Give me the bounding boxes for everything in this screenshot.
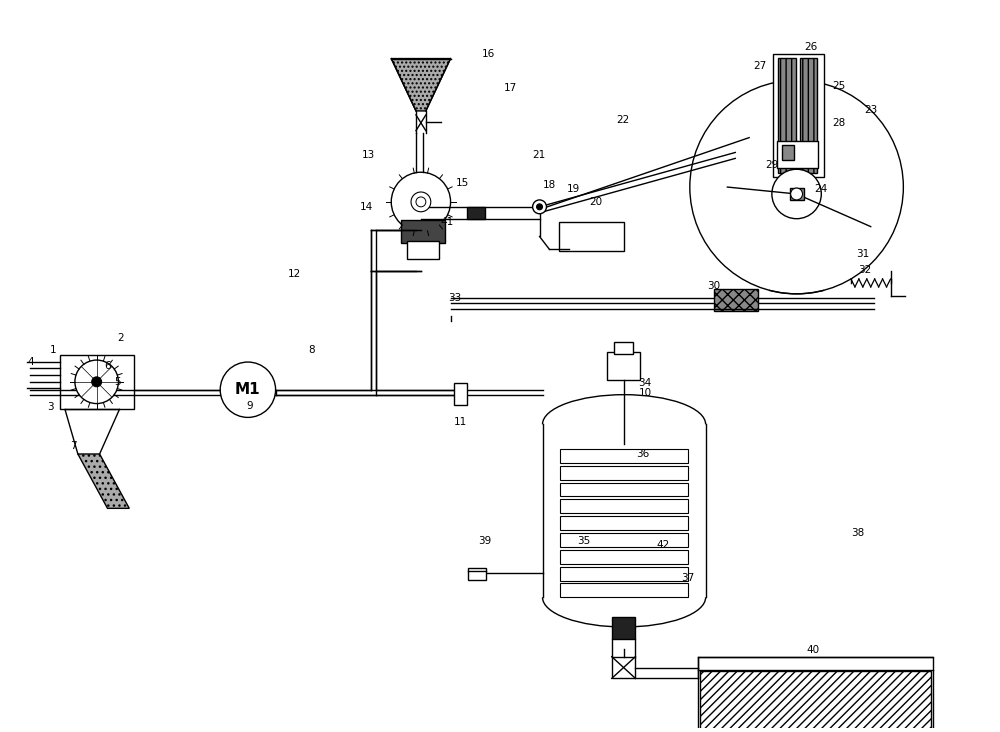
Bar [560,482,688,496]
Bar [560,550,688,564]
Bar [700,671,931,732]
Circle shape [92,377,102,386]
Text: 36: 36 [636,449,650,459]
Text: 13: 13 [362,150,375,160]
Bar [560,499,688,513]
Text: 3: 3 [47,403,54,412]
Bar [467,207,485,219]
Bar [790,188,804,200]
Text: 1: 1 [50,345,57,355]
Text: 35: 35 [577,536,590,546]
Text: 15: 15 [456,178,469,188]
Text: 40: 40 [806,645,820,654]
Text: 24: 24 [814,184,828,194]
Bar [612,617,635,639]
Bar [560,449,688,463]
Text: 16: 16 [482,48,495,59]
Text: 2: 2 [117,333,124,343]
Text: 21: 21 [533,150,546,160]
Text: 22: 22 [617,115,630,124]
Text: 11: 11 [454,417,467,427]
Text: 19: 19 [567,184,580,194]
Bar [560,567,688,580]
Text: 12: 12 [287,269,301,279]
Text: 14: 14 [360,202,373,212]
Text: 23: 23 [864,105,877,115]
Bar [454,383,467,405]
Text: 41: 41 [441,217,454,227]
Text: 25: 25 [832,81,845,92]
Text: 6: 6 [105,361,111,371]
Circle shape [75,360,118,403]
Text: 32: 32 [858,265,871,275]
Circle shape [220,362,276,417]
Text: 37: 37 [681,572,694,583]
Text: 38: 38 [851,528,864,538]
Text: 10: 10 [638,388,652,397]
Polygon shape [78,454,129,508]
Text: 29: 29 [765,160,778,171]
Bar [468,568,486,580]
Text: 34: 34 [638,378,652,388]
Bar [60,355,134,409]
Bar [782,144,794,160]
Bar [560,516,688,530]
Text: 42: 42 [656,540,669,550]
Text: 9: 9 [246,401,253,411]
Text: 28: 28 [832,118,845,128]
Bar [407,242,439,259]
Bar [800,58,817,173]
Text: 17: 17 [504,83,517,93]
Text: 31: 31 [856,249,869,259]
Polygon shape [391,59,451,111]
Text: 39: 39 [478,536,492,546]
Text: 30: 30 [708,281,721,291]
Text: 8: 8 [308,345,315,355]
Circle shape [791,188,803,200]
Bar [612,657,635,679]
Bar [560,583,688,597]
Circle shape [690,81,903,294]
Circle shape [772,169,821,219]
Bar [614,343,633,354]
Text: 5: 5 [114,377,121,386]
Bar [560,466,688,479]
Bar [698,657,933,732]
Text: 18: 18 [543,180,556,190]
Text: 33: 33 [449,293,462,303]
Bar [401,220,445,244]
Circle shape [537,204,543,210]
Text: M1: M1 [235,382,261,397]
Text: 20: 20 [589,197,602,207]
Bar [559,222,624,251]
Text: 4: 4 [27,357,34,367]
Circle shape [391,172,451,231]
Bar [560,533,688,547]
Bar [778,58,796,173]
Bar [773,53,824,177]
Bar [777,141,818,168]
Circle shape [533,200,546,214]
Bar [607,352,640,380]
Bar [714,289,758,310]
Text: 27: 27 [753,61,766,72]
Text: 26: 26 [804,42,818,52]
Circle shape [416,197,426,207]
Circle shape [411,192,431,212]
Text: 7: 7 [70,441,77,451]
